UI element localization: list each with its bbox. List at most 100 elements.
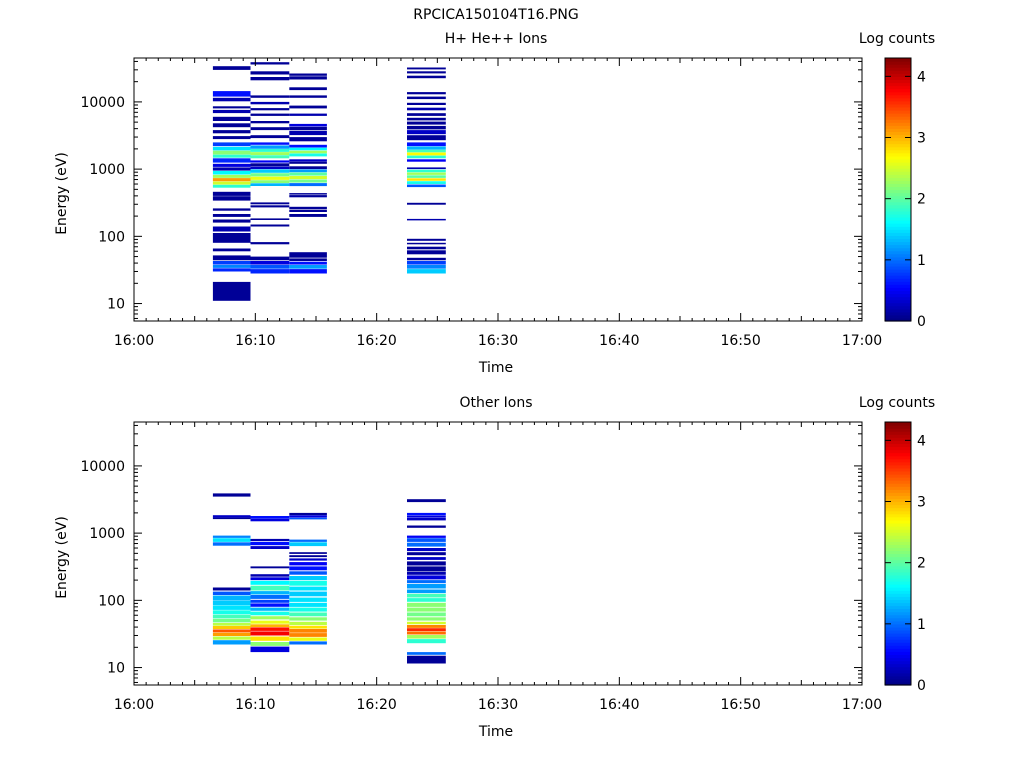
x-tick-label: 16:20	[356, 333, 396, 349]
colorbar-segment	[885, 275, 911, 279]
heatmap-cell	[250, 173, 290, 177]
x-tick-label: 16:50	[720, 697, 760, 713]
heatmap-cell	[250, 580, 290, 585]
heatmap-cell	[407, 512, 446, 516]
colorbar-segment	[885, 140, 911, 145]
heatmap-cell	[250, 121, 290, 124]
heatmap-cell	[407, 631, 446, 635]
colorbar-segment	[885, 596, 911, 600]
colorbar-segment	[885, 186, 911, 191]
colorbar-segment	[885, 504, 911, 509]
heatmap-cell	[250, 518, 290, 522]
heatmap-cell	[212, 106, 251, 109]
colorbar-segment	[885, 553, 911, 558]
colorbar-segment	[885, 299, 911, 304]
heatmap-cell	[212, 214, 251, 217]
colorbar-segment	[885, 431, 911, 435]
colorbar-tick-label: 2	[917, 556, 926, 572]
heatmap-cell	[407, 589, 446, 594]
colorbar-segment	[885, 648, 911, 652]
heatmap-cell	[289, 113, 327, 116]
heatmap-cell	[250, 646, 290, 653]
colorbar-segment	[885, 152, 911, 157]
heatmap-cell	[289, 153, 327, 157]
heatmap-cell	[212, 255, 251, 261]
colorbar-segment	[885, 538, 911, 542]
colorbar-segment	[885, 171, 911, 175]
colorbar-segment	[885, 226, 911, 230]
heatmap-cell	[212, 629, 251, 633]
heatmap-cell	[250, 202, 290, 205]
heatmap-cell	[407, 202, 446, 205]
x-tick-label: 16:40	[599, 333, 639, 349]
heatmap-cell	[407, 518, 446, 521]
heatmap-cell	[407, 149, 446, 153]
heatmap-cell	[212, 535, 251, 538]
heatmap-cell	[289, 87, 327, 91]
colorbar-segment	[885, 177, 911, 181]
heatmap-cell	[407, 67, 446, 70]
colorbar-tick-label: 3	[917, 495, 926, 511]
heatmap-cell	[407, 250, 446, 255]
colorbar-segment	[885, 82, 911, 87]
heatmap-cell	[250, 142, 290, 145]
heatmap-cell	[289, 580, 327, 586]
heatmap-cell	[289, 625, 327, 629]
colorbar-segment	[885, 284, 911, 288]
y-axis-label: Energy (eV)	[54, 516, 70, 599]
heatmap-cell	[250, 256, 290, 261]
heatmap-cell	[250, 265, 290, 269]
colorbar-segment	[885, 455, 911, 460]
heatmap-cell	[407, 159, 446, 162]
colorbar-segment	[885, 657, 911, 662]
x-tick-label: 16:00	[114, 697, 154, 713]
time-bin-0	[212, 493, 251, 645]
heatmap-cell	[407, 172, 446, 175]
colorbar-segment	[885, 620, 911, 625]
colorbar-tick-label: 0	[917, 314, 926, 330]
colorbar-segment	[885, 76, 911, 81]
colorbar-segment	[885, 568, 911, 573]
colorbar-segment	[885, 305, 911, 310]
colorbar-segment	[885, 278, 911, 282]
heatmap-cell	[250, 77, 290, 81]
heatmap-cell	[250, 101, 290, 105]
colorbar-segment	[885, 614, 911, 619]
heatmap-cell	[407, 242, 446, 245]
heatmap-cell	[407, 580, 446, 584]
colorbar-segment	[885, 250, 911, 255]
colorbar-segment	[885, 510, 911, 515]
heatmap-cell	[212, 248, 251, 252]
heatmap-cell	[289, 130, 327, 136]
y-tick-label: 10	[107, 297, 125, 313]
heatmap-cell	[212, 265, 251, 268]
x-tick-label: 16:10	[235, 333, 275, 349]
heatmap-cell	[212, 170, 251, 175]
heatmap-cell	[407, 525, 446, 528]
y-axis-label: Energy (eV)	[54, 152, 70, 235]
heatmap-cell	[212, 636, 251, 640]
heatmap-cell	[289, 566, 327, 571]
panel-title: Other Ions	[459, 395, 532, 411]
colorbar-segment	[885, 113, 911, 117]
colorbar-segment	[885, 458, 911, 463]
heatmap-cell	[212, 146, 251, 151]
colorbar-segment	[885, 535, 911, 539]
colorbar-segment	[885, 473, 911, 478]
colorbar-segment	[885, 642, 911, 646]
heatmap-cell	[289, 252, 327, 258]
colorbar-segment	[885, 645, 911, 649]
heatmap-cell	[212, 600, 251, 606]
colorbar-segment	[885, 180, 911, 184]
heatmap-cell	[289, 517, 327, 520]
colorbar-segment	[885, 522, 911, 527]
colorbar-segment	[885, 486, 911, 490]
x-tick-label: 17:00	[842, 697, 882, 713]
heatmap-cell	[289, 602, 327, 607]
heatmap-cell	[289, 169, 327, 173]
heatmap-cell	[212, 181, 251, 185]
heatmap-cell	[289, 195, 327, 198]
heatmap-cell	[250, 591, 290, 595]
x-tick-label: 17:00	[842, 333, 882, 349]
heatmap-cell	[407, 571, 446, 575]
